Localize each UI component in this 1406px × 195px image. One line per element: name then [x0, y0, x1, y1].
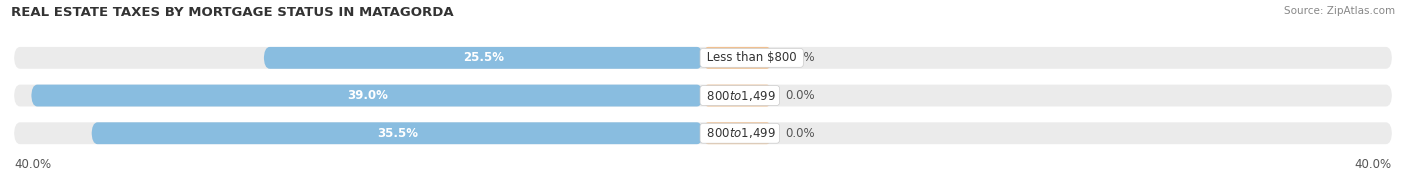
Text: 35.5%: 35.5%	[377, 127, 418, 140]
FancyBboxPatch shape	[264, 47, 703, 69]
Text: $800 to $1,499: $800 to $1,499	[703, 89, 776, 103]
Text: 0.0%: 0.0%	[786, 127, 815, 140]
FancyBboxPatch shape	[14, 47, 1392, 69]
FancyBboxPatch shape	[14, 122, 1392, 144]
FancyBboxPatch shape	[703, 47, 772, 69]
Text: 40.0%: 40.0%	[1355, 158, 1392, 171]
FancyBboxPatch shape	[14, 85, 1392, 106]
FancyBboxPatch shape	[91, 122, 703, 144]
FancyBboxPatch shape	[703, 85, 772, 106]
Text: Less than $800: Less than $800	[703, 51, 800, 64]
FancyBboxPatch shape	[31, 85, 703, 106]
Text: 0.0%: 0.0%	[786, 89, 815, 102]
Text: Source: ZipAtlas.com: Source: ZipAtlas.com	[1284, 6, 1395, 16]
Text: 40.0%: 40.0%	[14, 158, 51, 171]
Text: $800 to $1,499: $800 to $1,499	[703, 126, 776, 140]
Text: 0.0%: 0.0%	[786, 51, 815, 64]
Text: 39.0%: 39.0%	[347, 89, 388, 102]
Text: 25.5%: 25.5%	[463, 51, 503, 64]
FancyBboxPatch shape	[703, 122, 772, 144]
Text: REAL ESTATE TAXES BY MORTGAGE STATUS IN MATAGORDA: REAL ESTATE TAXES BY MORTGAGE STATUS IN …	[11, 6, 454, 19]
